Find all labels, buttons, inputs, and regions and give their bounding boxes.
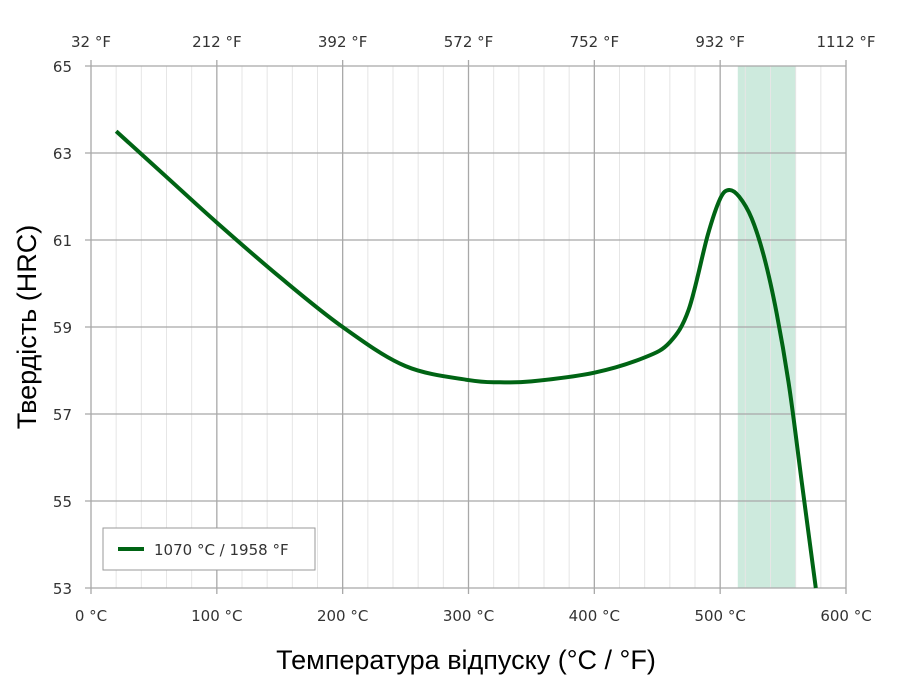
x-tick-label: 400 °C [569, 607, 620, 625]
series-lines [114, 129, 818, 589]
y-tick-label: 61 [53, 232, 72, 250]
y-tick-label: 55 [53, 493, 72, 511]
x-tick-label: 200 °C [317, 607, 368, 625]
legend-label: 1070 °C / 1958 °F [154, 541, 289, 559]
legend-box [102, 527, 316, 571]
x2-tick-label: 932 °F [695, 33, 745, 51]
y-tick-label: 65 [53, 58, 72, 76]
x-axis-label: Температура відпуску (°C / °F) [276, 645, 656, 675]
x-axis-ticks-fahrenheit: 32 °F 212 °F 392 °F 572 °F 752 °F 932 °F 1112 … [71, 33, 876, 51]
y-tick-label: 53 [53, 580, 72, 598]
x-tick-label: 600 °C [820, 607, 871, 625]
major-grid [85, 60, 847, 594]
y-tick-label: 59 [53, 319, 72, 337]
x2-tick-label: 572 °F [444, 33, 494, 51]
x2-tick-label: 32 °F [71, 33, 111, 51]
y-tick-label: 57 [53, 406, 72, 424]
y-axis-ticks: 53 55 57 59 61 63 65 [53, 58, 72, 598]
x-axis-ticks-celsius: 0 °C 100 °C 200 °C 300 °C 400 °C 500 °C 600 °C [75, 607, 872, 625]
x-tick-label: 100 °C [191, 607, 242, 625]
x2-tick-label: 392 °F [318, 33, 368, 51]
series-line [114, 129, 818, 589]
x-tick-label: 500 °C [694, 607, 745, 625]
x2-tick-label: 1112 °F [816, 33, 875, 51]
x2-tick-label: 752 °F [570, 33, 620, 51]
x2-tick-label: 212 °F [192, 33, 242, 51]
y-tick-label: 63 [53, 145, 72, 163]
x-tick-label: 0 °C [75, 607, 107, 625]
x-tick-label: 300 °C [443, 607, 494, 625]
legend: 1070 °C / 1958 °F [102, 527, 316, 571]
y-axis-label: Твердість (HRC) [12, 225, 42, 429]
